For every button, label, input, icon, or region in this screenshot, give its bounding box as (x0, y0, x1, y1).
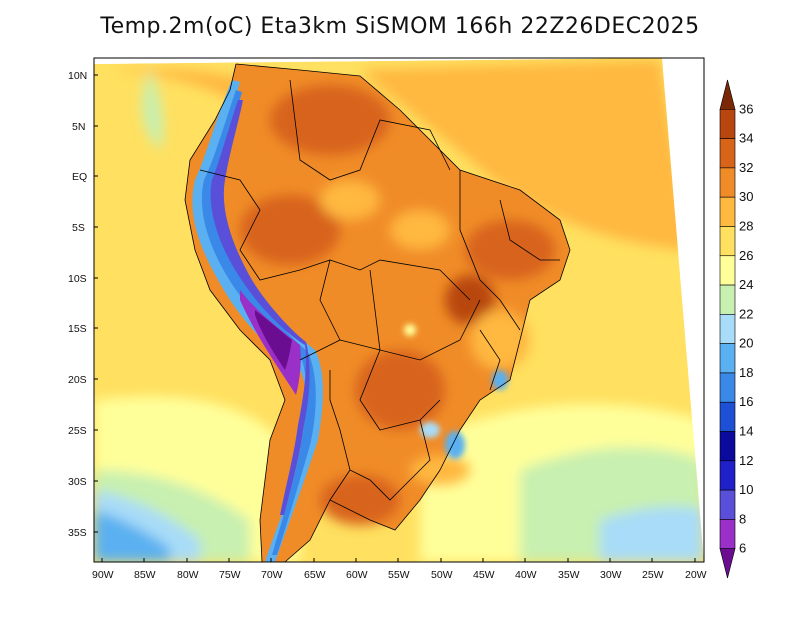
colorbar-swatch (719, 108, 736, 139)
political-borders (184, 63, 571, 563)
colorbar-label: 36 (739, 101, 753, 116)
colorbar-label: 24 (739, 277, 753, 292)
colorbar-label: 28 (739, 218, 753, 233)
colorbar-label: 26 (739, 248, 753, 263)
latitude-axis: 10N 5N EQ 5S 10S 15S 20S 25S 30S 35S (68, 70, 98, 539)
colorbar-label: 16 (739, 394, 753, 409)
colorbar-swatch (719, 284, 736, 315)
lon-label: 35W (558, 569, 580, 581)
lat-label: 25S (68, 425, 87, 437)
lon-label: 80W (177, 569, 199, 581)
longitude-axis: 90W 85W 80W 75W 70W 65W 60W 55W 50W 45W … (92, 558, 707, 581)
andes-cold-band (192, 80, 323, 562)
lat-label: 5N (72, 121, 85, 133)
colorbar-swatch (719, 167, 736, 198)
lat-label: EQ (72, 171, 87, 183)
colorbar-label: 20 (739, 336, 753, 351)
hot-patches (240, 85, 555, 525)
lon-label: 25W (642, 569, 664, 581)
colorbar-swatch (719, 196, 736, 227)
temperature-field (94, 58, 704, 562)
lon-label: 60W (346, 569, 368, 581)
lon-label: 45W (473, 569, 495, 581)
colorbar-label: 14 (739, 424, 753, 439)
lat-label: 20S (68, 374, 87, 386)
lon-label: 65W (304, 569, 326, 581)
lon-label: 70W (261, 569, 283, 581)
colorbar-label: 30 (739, 189, 753, 204)
colorbar-swatch (719, 372, 736, 403)
colorbar-label: 34 (739, 131, 753, 146)
colorbar-swatch (719, 519, 736, 550)
lon-label: 50W (431, 569, 453, 581)
colorbar-swatch (719, 314, 736, 344)
colorbar: 36 34 32 30 28 26 24 22 20 18 16 14 12 10 8 6 (719, 79, 753, 579)
lat-label: 30S (68, 476, 87, 488)
colorbar-swatch (719, 489, 736, 520)
continent-field (185, 64, 570, 562)
colorbar-swatch (719, 138, 736, 169)
colorbar-swatch (719, 226, 736, 257)
colorbar-swatch (719, 343, 736, 374)
cool-spots (404, 324, 508, 459)
lon-label: 40W (515, 569, 537, 581)
colorbar-label: 6 (739, 541, 746, 556)
colorbar-swatch (719, 431, 736, 462)
colorbar-label: 8 (739, 511, 746, 526)
lon-label: 30W (600, 569, 622, 581)
lat-label: 35S (68, 527, 87, 539)
lat-label: 10N (68, 70, 87, 82)
map-title: Temp.2m(oC) Eta3km SiSMOM 166h 22Z26DEC2… (100, 14, 700, 39)
lon-label: 20W (685, 569, 707, 581)
colorbar-swatch (719, 460, 736, 491)
lon-label: 90W (92, 569, 114, 581)
lon-label: 85W (134, 569, 156, 581)
colorbar-label: 10 (739, 482, 753, 497)
colorbar-label: 12 (739, 453, 753, 468)
colorbar-swatch (719, 401, 736, 432)
colorbar-swatch (719, 255, 736, 286)
lon-label: 55W (388, 569, 410, 581)
lat-label: 5S (72, 222, 85, 234)
colorbar-label: 18 (739, 365, 753, 380)
lon-label: 75W (219, 569, 241, 581)
colorbar-label: 32 (739, 160, 753, 175)
colorbar-swatch (719, 548, 736, 579)
lat-label: 15S (68, 323, 87, 335)
colorbar-swatch (719, 79, 736, 110)
lat-label: 10S (68, 273, 87, 285)
colorbar-label: 22 (739, 306, 753, 321)
